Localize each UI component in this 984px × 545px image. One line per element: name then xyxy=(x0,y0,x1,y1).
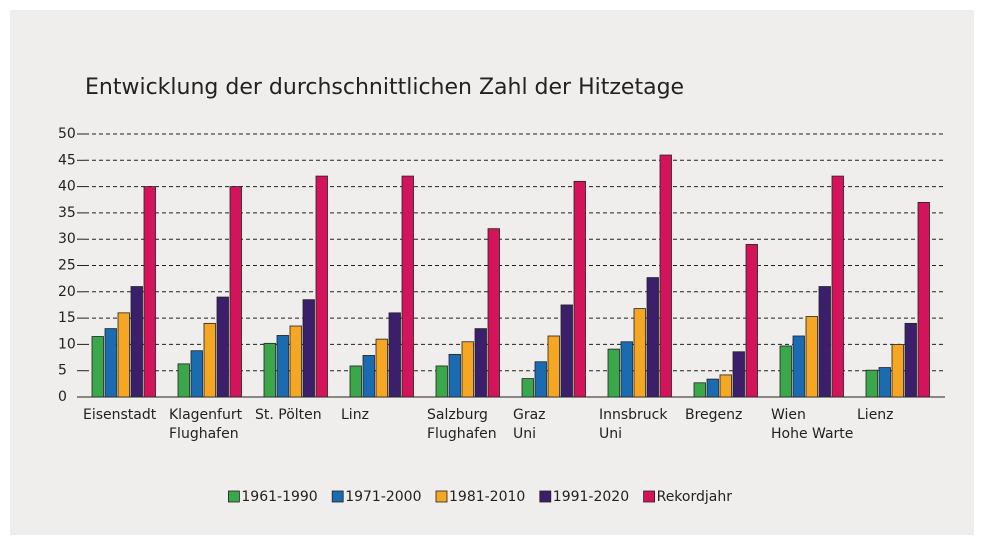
bar xyxy=(362,355,375,398)
y-tick-label: 20 xyxy=(58,284,76,300)
bar xyxy=(203,322,216,398)
bar xyxy=(448,353,461,398)
bar xyxy=(289,325,302,398)
bar xyxy=(693,382,706,398)
x-tick-label-line: Salzburg xyxy=(427,407,488,423)
y-tick-label: 30 xyxy=(58,231,76,247)
bar xyxy=(732,351,745,398)
bar xyxy=(831,175,844,398)
bar xyxy=(130,286,143,398)
x-tick-label: Graz Uni xyxy=(513,407,546,442)
bar xyxy=(521,378,534,398)
x-tick-label: St. Pölten xyxy=(255,407,322,423)
legend-label: 1981-2010 xyxy=(449,489,525,505)
x-tick-label-line: Hohe Warte xyxy=(771,426,853,442)
legend-label: 1961-1990 xyxy=(241,489,317,505)
legend-swatch xyxy=(435,490,448,503)
bar xyxy=(633,308,646,398)
chart-title: Entwicklung der durchschnittlichen Zahl … xyxy=(85,75,684,100)
x-tick-label-line: St. Pölten xyxy=(255,407,322,423)
x-tick-label-line: Flughafen xyxy=(169,426,239,442)
bar xyxy=(706,378,719,398)
bar xyxy=(745,244,758,398)
legend-label: Rekordjahr xyxy=(657,489,733,505)
bar xyxy=(487,228,500,398)
bar xyxy=(104,328,117,398)
x-tick-label: Salzburg Flughafen xyxy=(427,407,497,442)
bar xyxy=(461,341,474,398)
x-tick-label-line: Bregenz xyxy=(685,407,742,423)
x-tick-label: Klagenfurt Flughafen xyxy=(169,407,243,442)
legend-swatch xyxy=(539,490,552,503)
bar xyxy=(878,367,891,398)
bar xyxy=(891,343,904,398)
bar xyxy=(904,322,917,398)
bar xyxy=(302,299,315,398)
x-tick-label: Linz xyxy=(341,407,369,423)
bar xyxy=(375,338,388,398)
x-tick-label-line: Flughafen xyxy=(427,426,497,442)
legend-swatch xyxy=(227,490,240,503)
bar xyxy=(263,342,276,398)
bar xyxy=(646,277,659,398)
y-tick-label: 25 xyxy=(58,258,76,274)
x-tick-label: Eisenstadt xyxy=(83,407,157,423)
x-tick-label-line: Linz xyxy=(341,407,369,423)
bar xyxy=(818,286,831,398)
bar xyxy=(547,335,560,398)
bar xyxy=(534,361,547,398)
x-tick-label: Bregenz xyxy=(685,407,742,423)
bar xyxy=(865,369,878,398)
bar xyxy=(474,328,487,398)
bar xyxy=(349,365,362,398)
y-tick-label: 0 xyxy=(58,389,67,405)
bar xyxy=(620,341,633,398)
x-tick-label-line: Klagenfurt xyxy=(169,407,243,423)
bar xyxy=(177,363,190,398)
x-tick-label-line: Eisenstadt xyxy=(83,407,157,423)
bar xyxy=(315,175,328,398)
bar xyxy=(435,365,448,398)
bar xyxy=(276,335,289,398)
bar xyxy=(216,296,229,398)
bar xyxy=(917,201,930,398)
y-tick-label: 50 xyxy=(58,126,76,142)
y-tick-label: 15 xyxy=(58,310,76,326)
bar xyxy=(401,175,414,398)
bar xyxy=(229,186,242,398)
bar xyxy=(805,316,818,398)
legend-swatch xyxy=(331,490,344,503)
x-tick-label: Wien Hohe Warte xyxy=(771,407,853,442)
legend-swatch xyxy=(643,490,655,503)
bar xyxy=(607,348,620,398)
x-tick-label-line: Wien xyxy=(771,407,806,423)
bar xyxy=(659,154,672,398)
bar xyxy=(143,186,156,398)
bar xyxy=(792,335,805,398)
bar xyxy=(779,345,792,398)
y-tick-label: 40 xyxy=(58,179,76,195)
y-tick-label: 5 xyxy=(58,363,67,379)
bar xyxy=(388,312,401,398)
bar xyxy=(117,312,130,398)
bar xyxy=(573,180,586,398)
legend-label: 1971-2000 xyxy=(345,489,421,505)
x-tick-label-line: Uni xyxy=(513,426,536,442)
bar xyxy=(190,350,203,398)
x-tick-label-line: Innsbruck xyxy=(599,407,668,423)
bar xyxy=(91,336,104,398)
bar xyxy=(560,304,573,398)
y-tick-label: 35 xyxy=(58,205,76,221)
x-tick-label: Lienz xyxy=(857,407,894,423)
y-tick-label: 45 xyxy=(58,152,76,168)
x-tick-label-line: Graz xyxy=(513,407,546,423)
bar xyxy=(719,374,732,398)
x-tick-label-line: Lienz xyxy=(857,407,894,423)
x-tick-label: Innsbruck Uni xyxy=(599,407,668,442)
legend-label: 1991-2020 xyxy=(553,489,629,505)
y-tick-label: 10 xyxy=(58,336,76,352)
x-tick-label-line: Uni xyxy=(599,426,622,442)
